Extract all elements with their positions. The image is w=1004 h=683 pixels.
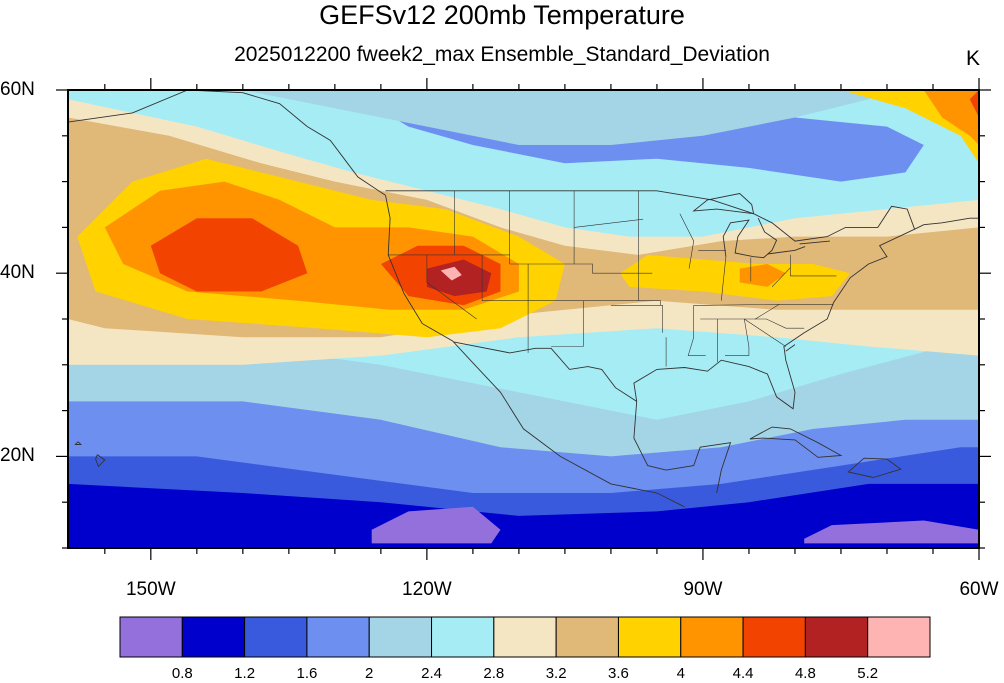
colorbar-swatch-4 [368,616,433,658]
lon-label-90w: 90W [683,579,723,600]
colorbar-label-2: 1.6 [296,665,318,682]
contour-fill-layer [68,90,979,548]
contour-band-19 [923,90,979,145]
colorbar-label-10: 4.8 [794,665,816,682]
state-border-12 [693,304,834,306]
coastline-12 [847,457,902,478]
colorbar-swatch-5 [431,616,495,658]
colorbar-label-4: 2.4 [421,665,442,682]
page-title: GEFSv12 200mb Temperature [319,0,685,30]
coastline-4 [453,341,637,402]
contour-band-4 [371,506,501,544]
state-border-18 [721,256,727,301]
colorbar-swatch-7 [555,616,619,658]
colorbar-label-3: 2 [365,665,374,682]
colorbar-swatch-3 [306,616,370,658]
state-border-7 [481,254,661,301]
state-border-17 [679,213,695,269]
lat-label-20n: 20N [0,445,35,467]
coastline-9 [692,193,755,215]
coastline-14 [74,441,82,445]
contour-band-3 [68,483,979,548]
lat-label-40n: 40N [0,262,35,284]
lat-label-60n: 60N [0,79,35,100]
lon-label-120w: 120W [402,579,452,600]
colorbar-label-1: 1.2 [234,665,256,682]
colorbar-swatch-11 [804,616,869,658]
colorbar-swatch-12 [867,616,931,658]
state-border-13 [687,305,706,356]
state-border-10 [610,305,663,333]
contour-band-5 [804,520,979,544]
contour-band-14 [426,259,492,297]
colorbar-label-7: 3.6 [608,665,629,682]
contour-band-16 [620,254,851,301]
colorbar-swatch-8 [617,616,682,658]
coastline-11 [749,426,843,458]
coastline-13 [95,454,106,468]
coastline-10 [785,344,796,352]
state-border-26 [574,218,644,228]
colorbar-label-5: 2.8 [483,665,505,682]
state-border-24 [744,318,786,347]
units-label: K [966,47,981,70]
contour-band-7 [242,90,888,145]
state-border-9 [551,300,584,347]
colorbar-label-9: 4.4 [732,665,754,682]
colorbar-label-11: 5.2 [857,665,879,682]
page-subtitle: 2025012200 fweek2_max Ensemble_Standard_… [234,43,770,66]
coastline-2 [633,401,732,494]
colorbar-swatch-9 [680,616,744,658]
state-border-23 [754,304,805,329]
state-border-21 [771,267,791,288]
colorbar-label-0: 0.8 [171,665,193,682]
state-border-5 [509,263,653,274]
colorbar-label-6: 3.2 [545,665,567,682]
coastline-6 [722,218,778,259]
colorbar-swatch-1 [181,616,246,658]
contour-band-20 [969,90,979,118]
state-border-20 [790,254,837,277]
state-border-15 [725,318,750,356]
contour-band-12 [150,218,308,292]
state-border-6 [426,254,477,320]
coastline-3 [385,190,916,242]
lon-label-150w: 150W [125,579,176,600]
coastline-5 [68,90,386,196]
colorbar-swatch-10 [742,616,806,658]
colorbar-swatch-0 [119,616,183,658]
colorbar-label-8: 4 [676,665,685,682]
colorbar-swatch-2 [244,616,308,658]
lon-label-60w: 60W [959,579,999,600]
contour-band-15 [440,266,462,281]
contour-band-17 [739,264,786,287]
colorbar-swatch-6 [493,616,557,658]
coastline-7 [799,240,830,245]
coastline-8 [767,246,806,255]
